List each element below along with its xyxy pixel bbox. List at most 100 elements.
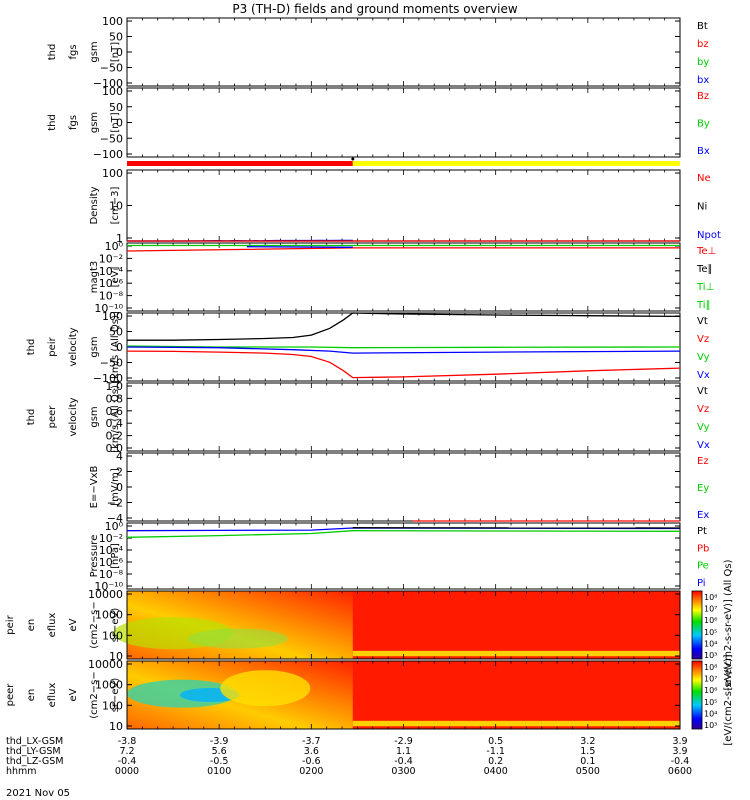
y-tick-label: 100 (102, 167, 123, 180)
series-line-vy (126, 345, 681, 349)
y-axis-label-line: (cm2−s− (89, 671, 100, 718)
y-axis-label-line: sr−eV) (110, 608, 121, 643)
ephemeris-row-label: thd_LX-GSM (6, 736, 63, 747)
y-tick-label: 0 (116, 481, 123, 494)
ephemeris-row-label: thd_LY-GSM (6, 746, 61, 757)
panel-frame (126, 169, 681, 242)
ephemeris-value: -0.6 (302, 756, 321, 767)
ephemeris-value: 7.2 (119, 746, 134, 757)
y-axis-label-line: sr−eV) (110, 678, 121, 713)
spectrogram-low-energy-band (352, 720, 680, 727)
y-tick-label: 10 (109, 650, 123, 663)
ephemeris-value: 5.6 (212, 746, 227, 757)
y-axis-label-line: E=−VxB (89, 466, 100, 509)
legend-entry: Bz (697, 91, 709, 102)
legend-entry: Te⊥ (696, 246, 716, 257)
legend-entry: bz (697, 39, 709, 50)
spectrogram-low-energy-band (352, 650, 680, 657)
panel-frame (126, 452, 681, 522)
y-tick-label: 10⁻⁶ (99, 277, 124, 290)
panel-frame (126, 87, 681, 158)
panel-0: 100 50 0 −50 −100 thd fgs gsm [nT] Bt bz by bx (47, 15, 709, 90)
y-axis-label-line: [km/s (All Qs)] (110, 381, 121, 453)
ephemeris-value: 0000 (115, 766, 139, 777)
y-tick-label: −100 (93, 148, 123, 161)
legend-entry: Vz (697, 404, 709, 415)
panel-frame (126, 522, 681, 590)
y-axis-label-line: eV (68, 688, 79, 701)
y-axis-label-line: [mV/m] (110, 468, 121, 506)
y-axis-label: thd peer velocity gsm [km/s (All Qs)] (26, 381, 121, 453)
colorbar-unit-label: [eV/(cm2-s-sr-eV)] (723, 654, 734, 745)
y-axis-label: Pressure [nPa] (89, 535, 121, 578)
legend-entry: Vt (697, 316, 708, 327)
colorbar (691, 660, 703, 730)
ephemeris-table: thd_LX-GSM -3.8 -3.9 -3.7 -2.9 0.5 3.2 3.9 thd_L… (6, 736, 692, 777)
panel-6: 4 2 0 −2 −4 E=−VxB [mV/m] Ez Ey Ex (89, 450, 709, 525)
y-axis-label: thdpeerenefluxeV(cm2−s−sr−eV) (0, 671, 121, 718)
y-axis-label: thdpeirenefluxeV(cm2−s−sr−eV) (0, 601, 121, 648)
y-tick-label: 10 (109, 200, 123, 213)
y-tick-label: 10⁻⁸ (99, 568, 124, 581)
panel-5: 1.00.80.60.40.20.0 thd peer velocity gsm [km/… (26, 380, 710, 455)
y-tick-label: 10000 (88, 658, 123, 671)
y-axis-label-line: eflux (47, 683, 58, 708)
ephemeris-value: -3.8 (118, 736, 137, 747)
ephemeris-value: 0.5 (488, 736, 503, 747)
legend-entry: Vt (697, 386, 708, 397)
y-tick-label: 2 (116, 466, 123, 479)
y-axis-label-line: eV (68, 618, 79, 631)
y-tick-label: −100 (93, 372, 123, 385)
ephemeris-value: 0200 (299, 766, 323, 777)
y-tick-label: 0 (116, 117, 123, 130)
y-axis-label-line: [nT] (110, 112, 121, 132)
y-axis-label-line: thd (47, 44, 58, 61)
colorbar-tick-label: 10⁷ (704, 605, 717, 614)
series-line-vz (126, 350, 681, 379)
spectrogram-core-blob (220, 670, 311, 707)
colorbar-tick-label: 10⁸ (704, 663, 717, 672)
y-axis-label-line: [eV] (110, 267, 121, 288)
ephemeris-value: 0500 (576, 766, 600, 777)
panel-1: 100 50 0 −50 −100 thd fgs gsm [nT] Bz By Bx (47, 85, 710, 166)
y-axis-label-line: thd (47, 114, 58, 131)
ephemeris-value: 0.2 (488, 756, 503, 767)
panel-frame (126, 382, 681, 452)
panel-4: 100 50 0 −50 −100 thd peir velocity gsm [km/s (Al… (26, 310, 710, 385)
y-axis-label-line: fgs (68, 44, 79, 59)
legend-entry: by (697, 57, 709, 68)
y-tick-label: 10⁻⁴ (99, 544, 124, 557)
y-axis-label-line: thd (26, 339, 37, 356)
colorbar-tick-label: 10³ (704, 651, 717, 660)
y-axis-label-line: peer (5, 683, 16, 707)
y-tick-label: 10⁰ (105, 240, 124, 253)
ephemeris-value: 3.9 (672, 736, 687, 747)
panel-8: 10⁸10⁷10⁶10⁵10⁴10³10000100010010thdpeire… (0, 588, 717, 663)
legend-entry: Pt (697, 526, 707, 537)
y-tick-label: 0.6 (106, 405, 124, 418)
y-tick-label: 10⁻² (99, 532, 123, 545)
legend-entry: Ne (697, 173, 711, 184)
y-tick-label: −4 (107, 512, 123, 525)
series-line-te (126, 247, 680, 252)
y-axis-label-line: gsm (89, 406, 100, 427)
y-tick-label: 10⁻⁸ (99, 290, 124, 303)
y-axis-label: thd fgs gsm [nT] (47, 41, 121, 62)
legend-entry: Bt (697, 21, 708, 32)
colorbar-tick-label: 10⁸ (704, 593, 717, 602)
date-label: 2021 Nov 05 (6, 788, 70, 799)
legend-entry: Vy (697, 422, 710, 433)
y-tick-label: −50 (100, 357, 123, 370)
ephemeris-value: 0.1 (580, 756, 595, 767)
y-tick-label: 0.8 (106, 392, 124, 405)
y-axis-label-line: gsm (89, 112, 100, 133)
y-axis-label-line: fgs (68, 115, 79, 130)
y-axis-label-line: en (26, 689, 37, 702)
y-tick-label: 0.0 (106, 442, 124, 455)
series-line-ti_perp (246, 246, 353, 248)
legend-entry: Pb (697, 543, 709, 554)
colorbar-tick-label: 10⁵ (704, 698, 717, 707)
mode-bar-segment (127, 161, 353, 166)
y-tick-label: 1000 (95, 679, 123, 692)
